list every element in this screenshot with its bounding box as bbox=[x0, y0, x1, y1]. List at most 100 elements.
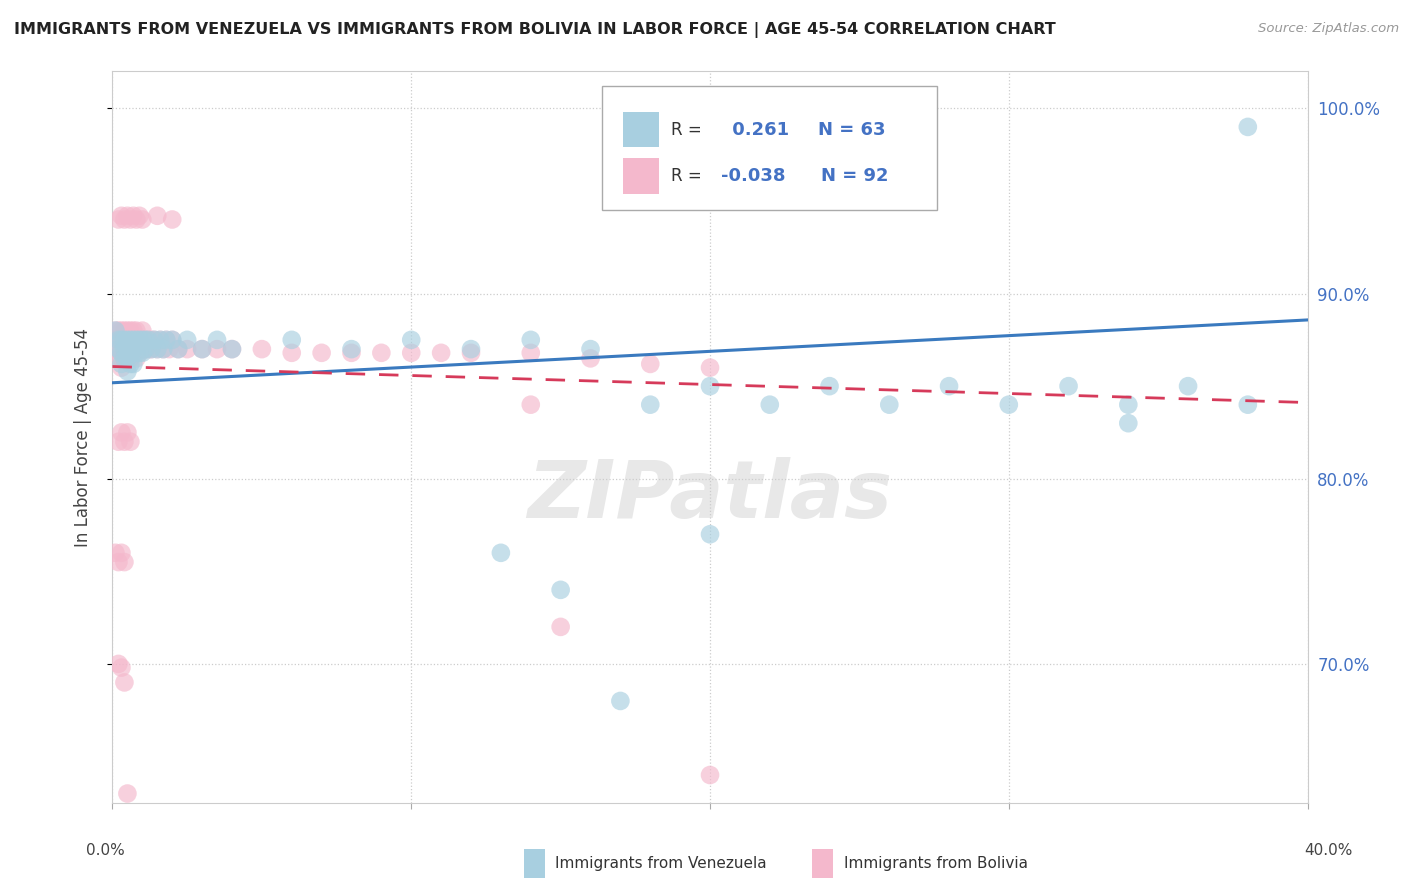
Point bbox=[107, 351, 129, 366]
Point bbox=[122, 324, 145, 338]
Text: R =: R = bbox=[671, 167, 707, 185]
Point bbox=[120, 434, 142, 449]
Point bbox=[520, 398, 543, 412]
Point bbox=[370, 346, 392, 360]
Point bbox=[1177, 379, 1199, 393]
Point bbox=[152, 342, 174, 356]
Point bbox=[550, 582, 572, 597]
Point bbox=[120, 351, 142, 366]
Point bbox=[141, 333, 163, 347]
Point bbox=[579, 351, 602, 366]
Point bbox=[104, 324, 127, 338]
Point bbox=[131, 324, 153, 338]
Point bbox=[155, 333, 177, 347]
Text: R =: R = bbox=[671, 121, 707, 139]
Point bbox=[1057, 379, 1080, 393]
Point bbox=[640, 398, 662, 412]
Point bbox=[114, 351, 135, 366]
Point bbox=[110, 209, 132, 223]
Point bbox=[117, 425, 139, 440]
Point bbox=[167, 342, 190, 356]
Point bbox=[550, 620, 572, 634]
Point bbox=[340, 342, 363, 356]
Point bbox=[146, 342, 169, 356]
Point bbox=[110, 360, 132, 375]
Y-axis label: In Labor Force | Age 45-54: In Labor Force | Age 45-54 bbox=[73, 327, 91, 547]
Point bbox=[114, 351, 135, 366]
Point bbox=[579, 342, 602, 356]
Point bbox=[110, 333, 132, 347]
Point bbox=[104, 546, 127, 560]
Point bbox=[125, 333, 148, 347]
Point bbox=[104, 324, 127, 338]
Point bbox=[110, 357, 132, 371]
Point bbox=[120, 333, 142, 347]
Point bbox=[1237, 398, 1260, 412]
Point bbox=[110, 425, 132, 440]
Point bbox=[128, 209, 150, 223]
Point bbox=[110, 346, 132, 360]
Point bbox=[155, 333, 177, 347]
Point bbox=[143, 333, 166, 347]
Point bbox=[110, 546, 132, 560]
Point bbox=[138, 333, 160, 347]
Point bbox=[1237, 120, 1260, 134]
Point bbox=[520, 346, 543, 360]
Point bbox=[152, 342, 174, 356]
Point bbox=[131, 212, 153, 227]
Text: N = 63: N = 63 bbox=[818, 121, 886, 139]
Point bbox=[460, 342, 482, 356]
Point bbox=[107, 657, 129, 671]
Text: 40.0%: 40.0% bbox=[1305, 843, 1353, 858]
Point bbox=[107, 342, 129, 356]
Point bbox=[107, 333, 129, 347]
Point bbox=[134, 333, 156, 347]
Point bbox=[114, 675, 135, 690]
Point bbox=[134, 342, 156, 356]
Point bbox=[143, 333, 166, 347]
Point bbox=[1118, 398, 1140, 412]
Point bbox=[104, 333, 127, 347]
Point bbox=[117, 342, 139, 356]
Point bbox=[122, 342, 145, 356]
Point bbox=[998, 398, 1021, 412]
Point bbox=[205, 342, 228, 356]
Point bbox=[759, 398, 782, 412]
Point bbox=[938, 379, 960, 393]
Point bbox=[520, 333, 543, 347]
Point bbox=[430, 346, 453, 360]
Text: ZIPatlas: ZIPatlas bbox=[527, 457, 893, 534]
Point bbox=[134, 342, 156, 356]
Point bbox=[699, 527, 721, 541]
Point bbox=[120, 357, 142, 371]
Point bbox=[122, 209, 145, 223]
Point bbox=[114, 555, 135, 569]
Point bbox=[117, 333, 139, 347]
Point bbox=[162, 212, 183, 227]
Point bbox=[1118, 416, 1140, 430]
Point bbox=[125, 351, 148, 366]
Point bbox=[125, 212, 148, 227]
Text: Immigrants from Venezuela: Immigrants from Venezuela bbox=[555, 856, 768, 871]
Point bbox=[138, 333, 160, 347]
Point bbox=[110, 333, 132, 347]
Point bbox=[221, 342, 243, 356]
Point bbox=[205, 333, 228, 347]
Text: Source: ZipAtlas.com: Source: ZipAtlas.com bbox=[1258, 22, 1399, 36]
Point bbox=[311, 346, 333, 360]
Point bbox=[122, 333, 145, 347]
Point bbox=[167, 342, 190, 356]
Point bbox=[120, 333, 142, 347]
Point bbox=[107, 555, 129, 569]
Point bbox=[401, 346, 423, 360]
Point bbox=[146, 342, 169, 356]
Point bbox=[281, 333, 304, 347]
Point bbox=[114, 212, 135, 227]
Point bbox=[176, 342, 198, 356]
Point bbox=[149, 333, 172, 347]
FancyBboxPatch shape bbox=[603, 86, 938, 211]
Point bbox=[107, 333, 129, 347]
Point bbox=[879, 398, 901, 412]
Point bbox=[114, 324, 135, 338]
Point bbox=[107, 324, 129, 338]
